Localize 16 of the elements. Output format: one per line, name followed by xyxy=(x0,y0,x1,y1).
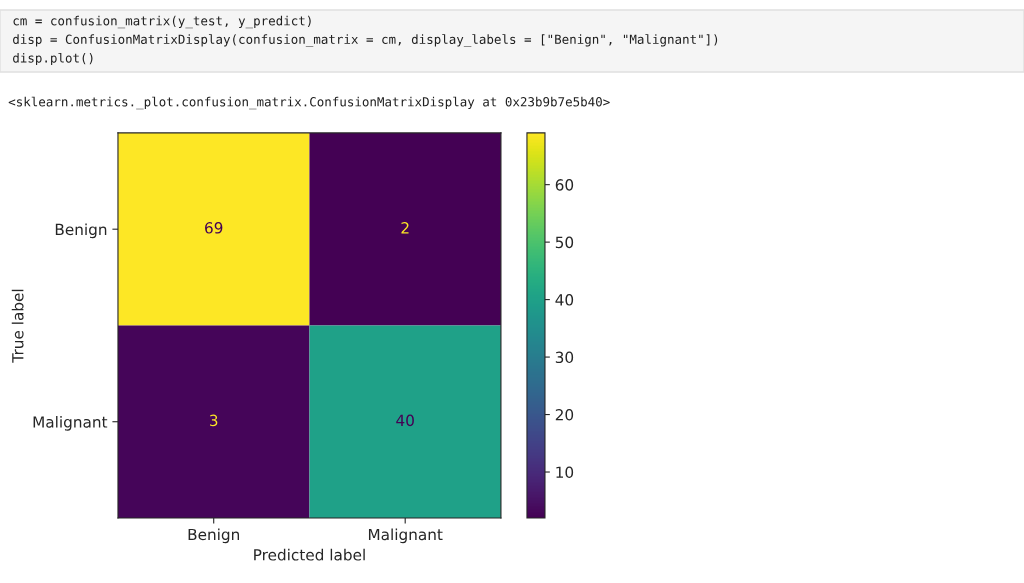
color-bar-label: 30 xyxy=(555,351,574,364)
text: <sklearn.metrics._plot.confusion_matrix.ConfusionMatrixDisplay at 0x23b9b7e5b40> xyxy=(8,96,610,110)
text: disp = ConfusionMatrixDisplay(confusion_matrix = cm, display_labels = ["Benign", "Malignant"]) xyxy=(13,34,718,47)
color-bar-label: 10 xyxy=(556,466,574,479)
data-label: 40 xyxy=(396,414,414,427)
data-label: 3 xyxy=(210,414,218,427)
color-bar-label: 50 xyxy=(555,236,574,249)
y-axis-title: True label xyxy=(11,289,24,363)
color-bar-label: 20 xyxy=(555,409,574,421)
text: cm = confusion_matrix(y_test, y_predict) xyxy=(13,15,311,29)
x-axis-title: Predicted label xyxy=(254,548,365,561)
color-bar-label: 40 xyxy=(555,294,574,306)
data-label: 2 xyxy=(401,222,409,234)
text: disp.plot() xyxy=(13,52,93,66)
data-label: 69 xyxy=(205,222,223,234)
color-bar-label: 60 xyxy=(555,179,574,191)
